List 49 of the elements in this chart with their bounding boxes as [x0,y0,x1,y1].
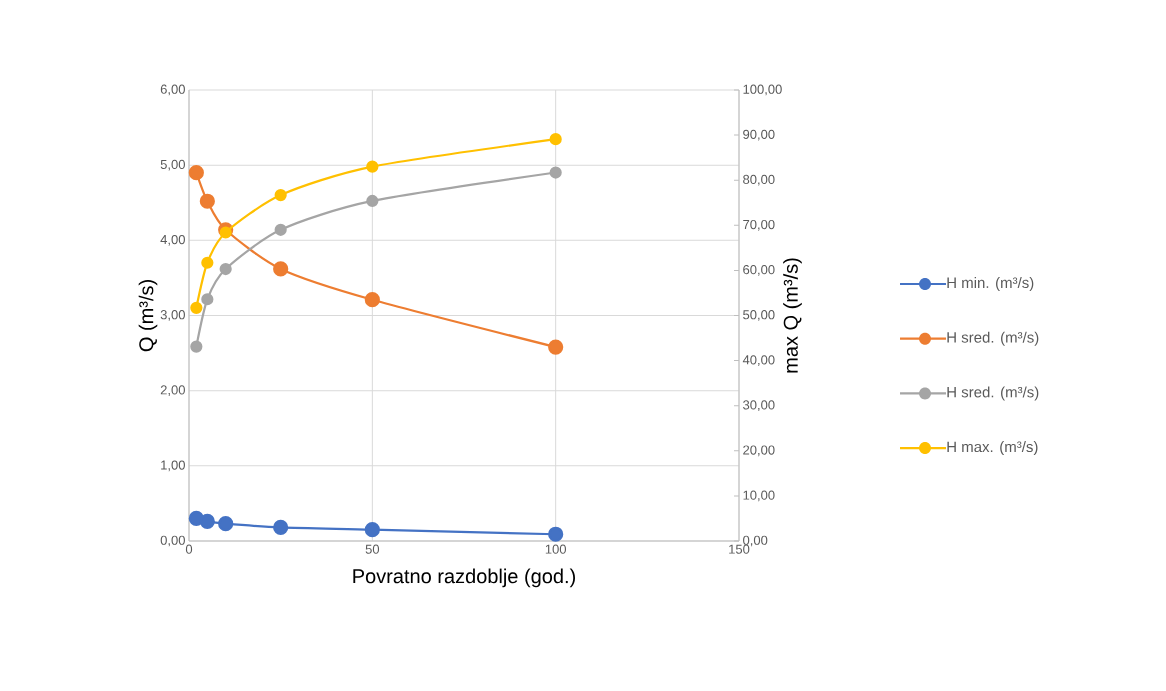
y-tick-label: 6,00 [160,84,185,96]
x-tick-label: 0 [185,544,193,554]
y2-tick-label: 50,00 [743,310,775,321]
point [366,194,379,208]
x-tick-label: 100 [545,544,567,554]
point [366,160,379,173]
point [549,133,562,146]
point [219,262,232,276]
y-tick-label: 5,00 [160,159,185,171]
y2-tick-label: 20,00 [743,445,775,457]
y2-tick-label: 30,00 [743,400,775,412]
y-tick-label: 2,00 [160,385,185,397]
x-tick-label: 50 [365,544,380,554]
y2-tick-label: 60,00 [743,265,775,276]
legend-label: H sred. (m³/s) [947,386,1039,401]
point [199,513,215,530]
y2-tick-label: 40,00 [742,355,775,366]
y-tick-label: 3,00 [160,310,185,321]
point [188,165,204,181]
point [548,339,564,355]
point [218,516,234,532]
point [273,519,289,536]
point [364,292,380,308]
point [219,226,232,239]
point [199,193,215,209]
y2-tick-label: 70,00 [743,219,775,231]
point [274,188,287,202]
y-axis-title: Q (m³/s) [138,280,158,352]
point [548,526,564,542]
legend-label: H sred. (m³/s) [947,331,1039,346]
point [190,301,203,314]
point [201,293,214,306]
point [273,261,289,277]
point [190,340,203,353]
y-tick-label: 0,00 [160,535,185,547]
y2-tick-label: 80,00 [743,174,775,186]
point [549,166,562,179]
y-tick-label: 1,00 [161,460,185,472]
point [364,522,380,538]
y2-tick-label: 90,00 [743,129,775,141]
y2-tick-label: 100,00 [743,84,782,96]
y-tick-label: 4,00 [160,234,185,246]
legend-label: H min. (m³/s) [947,277,1034,291]
point [274,223,287,236]
y2-axis-title: max Q (m³/s) [783,258,802,373]
point [201,256,214,269]
legend-label: H max. (m³/s) [947,441,1038,456]
y2-tick-label: 10,00 [743,490,775,502]
x-axis-title: Povratno razdoblje (god.) [353,568,576,588]
